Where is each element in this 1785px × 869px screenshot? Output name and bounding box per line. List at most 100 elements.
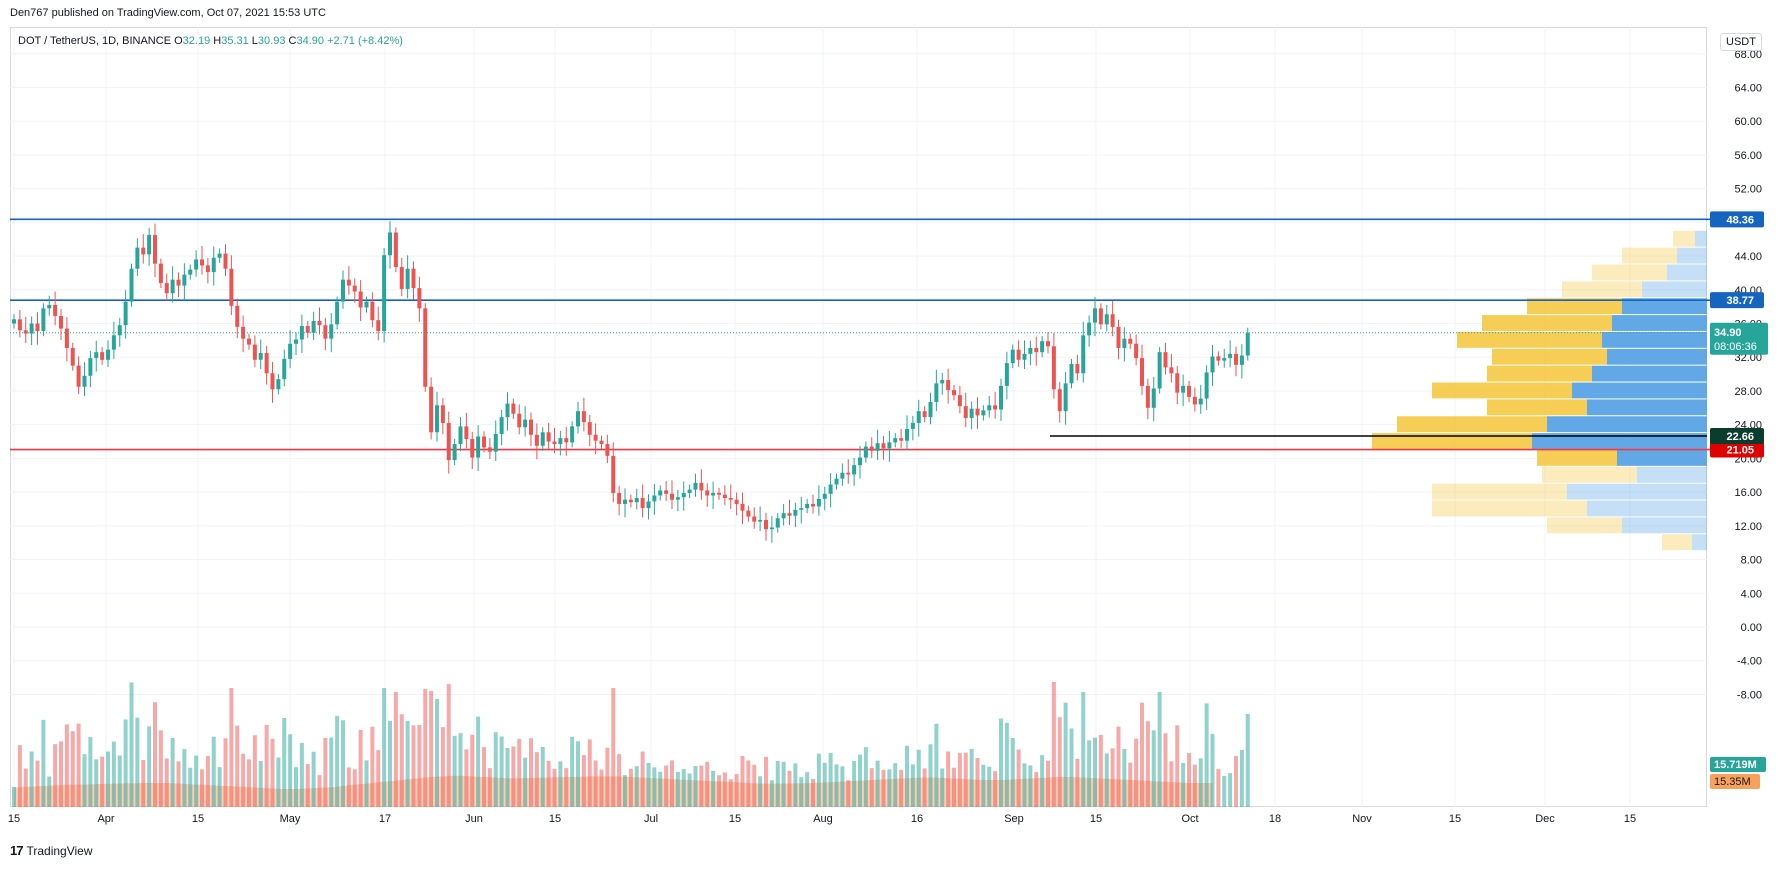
candle-body bbox=[64, 328, 69, 348]
volume-bar bbox=[299, 743, 304, 807]
volume-bar bbox=[1157, 692, 1162, 807]
volume-bar bbox=[928, 744, 933, 807]
level-price-tag-bg bbox=[1710, 211, 1764, 228]
candle-body bbox=[934, 383, 939, 402]
candle-body bbox=[135, 247, 140, 269]
candle-body bbox=[194, 259, 199, 270]
change-value: +2.71 (+8.42%) bbox=[327, 35, 403, 47]
candle-body bbox=[1104, 314, 1109, 325]
candle-body bbox=[887, 442, 892, 449]
volume-bar bbox=[775, 760, 780, 807]
volume-profile-bar-sell bbox=[1547, 517, 1622, 534]
volume-bar bbox=[17, 745, 22, 807]
volume-profile-bar-sell bbox=[1487, 399, 1587, 416]
candle-body bbox=[981, 410, 986, 416]
candle-body bbox=[1169, 367, 1174, 374]
candle-body bbox=[382, 255, 387, 332]
candle-body bbox=[623, 499, 627, 504]
grid-lines bbox=[10, 27, 1707, 807]
open-label: O bbox=[174, 35, 183, 47]
candle-body bbox=[176, 279, 181, 286]
volume-bar bbox=[70, 731, 75, 807]
volume-bar bbox=[440, 727, 445, 807]
candle-body bbox=[705, 490, 710, 496]
volume-bar bbox=[816, 753, 821, 807]
symbol-title[interactable]: DOT / TetherUS, 1D, BINANCE bbox=[18, 35, 172, 47]
candle-body bbox=[12, 319, 16, 324]
candle-body bbox=[123, 301, 128, 326]
volume-bar bbox=[599, 769, 604, 807]
volume-bar bbox=[1198, 758, 1203, 807]
volume-bar bbox=[605, 747, 610, 807]
candle-body bbox=[88, 358, 93, 376]
candle-body bbox=[411, 268, 416, 289]
candle-body bbox=[117, 325, 122, 336]
tradingview-logo-icon: 17 bbox=[10, 843, 24, 858]
volume-bar bbox=[1169, 761, 1174, 807]
volume-bar bbox=[916, 749, 921, 807]
volume-profile-bar-sell bbox=[1372, 433, 1532, 449]
candle-body bbox=[858, 457, 862, 466]
volume-bar bbox=[758, 776, 763, 807]
volume-bar bbox=[534, 752, 539, 807]
volume-profile-bar-buy bbox=[1587, 399, 1707, 416]
candle-body bbox=[1093, 308, 1097, 323]
volume-bar bbox=[88, 737, 93, 807]
volume-profile-bar-sell bbox=[1662, 534, 1692, 551]
volume-bar bbox=[752, 764, 757, 807]
volume-bar bbox=[106, 751, 110, 807]
candle-body bbox=[1222, 358, 1227, 361]
candle-body bbox=[893, 438, 898, 443]
volume-bars bbox=[12, 682, 1250, 807]
candle-body bbox=[487, 447, 492, 452]
candle-body bbox=[264, 353, 269, 374]
volume-bar bbox=[587, 739, 592, 807]
volume-bar bbox=[247, 759, 251, 807]
volume-bar bbox=[787, 770, 792, 807]
candle-body bbox=[1239, 355, 1244, 365]
volume-bar bbox=[805, 772, 810, 807]
volume-bar bbox=[352, 769, 357, 807]
close-value: 34.90 bbox=[296, 35, 324, 47]
candle-body bbox=[346, 279, 351, 286]
candle-body bbox=[517, 413, 522, 428]
volume-bar bbox=[1116, 726, 1121, 807]
volume-bar bbox=[840, 766, 845, 807]
volume-bar bbox=[1134, 738, 1139, 807]
volume-bar bbox=[940, 768, 945, 807]
candle-body bbox=[329, 324, 334, 339]
volume-profile-bar-buy bbox=[1617, 449, 1707, 466]
candle-body bbox=[957, 395, 962, 407]
volume-bar bbox=[317, 775, 322, 807]
candle-body bbox=[1187, 385, 1191, 397]
candle-body bbox=[217, 253, 222, 258]
candle-body bbox=[564, 438, 569, 443]
volume-bar bbox=[423, 689, 428, 807]
candle-body bbox=[352, 285, 357, 292]
last-price-tag-bg bbox=[1710, 322, 1768, 355]
volume-bar bbox=[335, 715, 340, 807]
candle-body bbox=[446, 422, 451, 461]
candle-body bbox=[1216, 356, 1221, 361]
candle-body bbox=[699, 482, 704, 491]
volume-bar bbox=[382, 688, 387, 807]
candle-body bbox=[922, 411, 927, 418]
volume-bar bbox=[934, 723, 939, 807]
volume-profile-bar-buy bbox=[1642, 281, 1707, 298]
candle-body bbox=[464, 426, 469, 440]
volume-bar bbox=[899, 769, 904, 807]
candle-body bbox=[534, 434, 539, 446]
candle-body bbox=[388, 232, 392, 256]
volume-bar bbox=[1239, 749, 1244, 807]
volume-bar bbox=[1016, 749, 1021, 807]
price-axis-label: 12.00 bbox=[1734, 521, 1762, 533]
candle-body bbox=[523, 419, 528, 428]
currency-badge[interactable]: USDT bbox=[1720, 33, 1762, 51]
volume-bar bbox=[552, 768, 557, 807]
candle-body bbox=[364, 301, 369, 308]
volume-bar bbox=[769, 780, 774, 807]
volume-bar bbox=[1222, 775, 1227, 807]
tradingview-logo[interactable]: 17 TradingView bbox=[10, 843, 93, 858]
volume-bar bbox=[100, 756, 105, 807]
